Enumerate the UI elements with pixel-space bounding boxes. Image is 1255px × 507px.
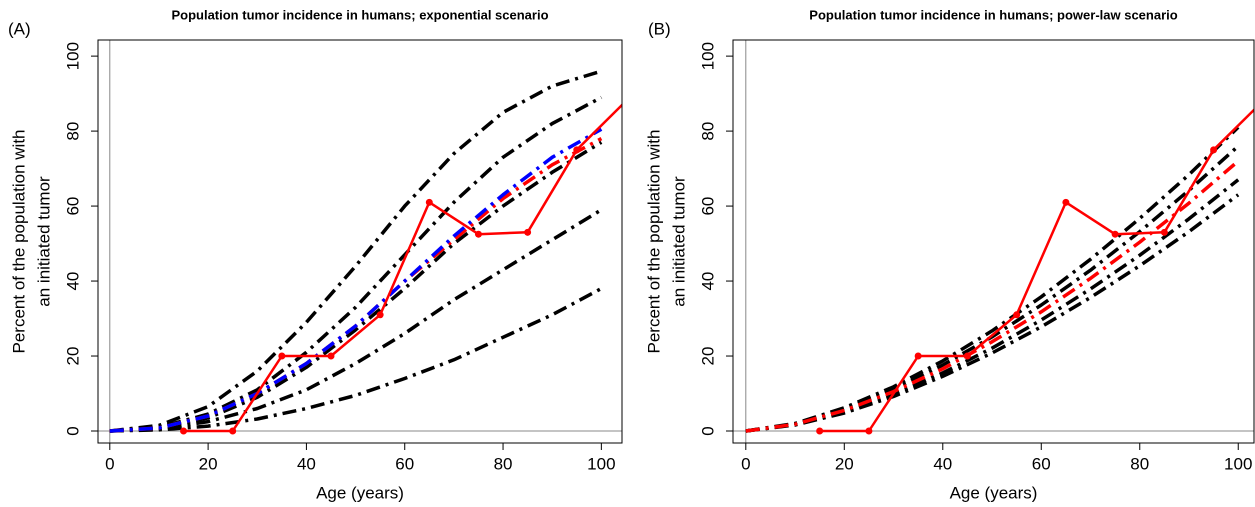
x-tick-label: 100 (1224, 454, 1252, 473)
y-tick-label: 40 (63, 272, 82, 291)
point (914, 352, 922, 360)
point (180, 427, 188, 435)
plot-area (733, 40, 1254, 443)
series-line (109, 69, 602, 433)
y-tick-label: 20 (698, 347, 717, 366)
y-tick-label: 80 (698, 122, 717, 141)
series-line (819, 108, 1254, 433)
y-tick-label: 100 (63, 42, 82, 70)
point (1062, 198, 1070, 206)
x-tick-label: 0 (105, 454, 114, 473)
x-tick-label: 100 (587, 454, 615, 473)
point (474, 230, 482, 238)
panel-label: (A) (8, 19, 31, 38)
x-tick-label: 80 (494, 454, 513, 473)
x-tick-label: 20 (835, 454, 854, 473)
x-tick-label: 20 (199, 454, 218, 473)
series-line (109, 140, 603, 433)
series-line (109, 95, 603, 433)
x-tick-label: 60 (1032, 454, 1051, 473)
x-tick-label: 80 (1130, 454, 1149, 473)
chart-title: Population tumor incidence in humans; po… (809, 7, 1177, 22)
point (229, 427, 237, 435)
x-tick-label: 40 (297, 454, 316, 473)
point (524, 228, 532, 236)
point (816, 427, 824, 435)
y-tick-label: 20 (63, 347, 82, 366)
x-tick-label: 40 (933, 454, 952, 473)
series-line (745, 178, 1240, 433)
plot-frame (732, 39, 1255, 444)
y-axis-title: Percent of the population with (9, 130, 28, 354)
series-line (109, 286, 603, 433)
series-line (745, 159, 1240, 433)
point (1013, 311, 1021, 319)
series-line (109, 208, 603, 433)
series-line (183, 103, 622, 433)
y-tick-label: 100 (698, 42, 717, 70)
point (573, 146, 581, 154)
y-tick-label: 60 (63, 197, 82, 216)
y-tick-label: 80 (63, 122, 82, 141)
plot-area (98, 40, 629, 443)
point (622, 98, 629, 105)
point (425, 198, 433, 206)
point (963, 352, 971, 360)
y-axis-title: an initiated tumor (669, 176, 688, 307)
x-tick-label: 0 (741, 454, 750, 473)
x-axis-title: Age (years) (316, 483, 404, 502)
chart-title: Population tumor incidence in humans; ex… (171, 7, 548, 22)
y-axis-title: an initiated tumor (34, 176, 53, 307)
y-tick-label: 60 (698, 197, 717, 216)
series-line (745, 144, 1240, 433)
y-tick-label: 0 (63, 426, 82, 435)
x-tick-label: 60 (395, 454, 414, 473)
y-axis-title: Percent of the population with (644, 130, 663, 354)
point (327, 352, 335, 360)
plot-frame (97, 39, 623, 444)
panel-label: (B) (648, 19, 671, 38)
point (1210, 146, 1218, 154)
x-axis-title: Age (years) (950, 483, 1038, 502)
y-tick-label: 0 (698, 426, 717, 435)
series-line (745, 126, 1240, 433)
point (376, 311, 384, 319)
y-tick-label: 40 (698, 272, 717, 291)
point (278, 352, 286, 360)
point (865, 427, 873, 435)
series-line (109, 127, 603, 433)
series-line (109, 137, 603, 433)
point (1111, 230, 1119, 238)
point (1160, 228, 1168, 236)
